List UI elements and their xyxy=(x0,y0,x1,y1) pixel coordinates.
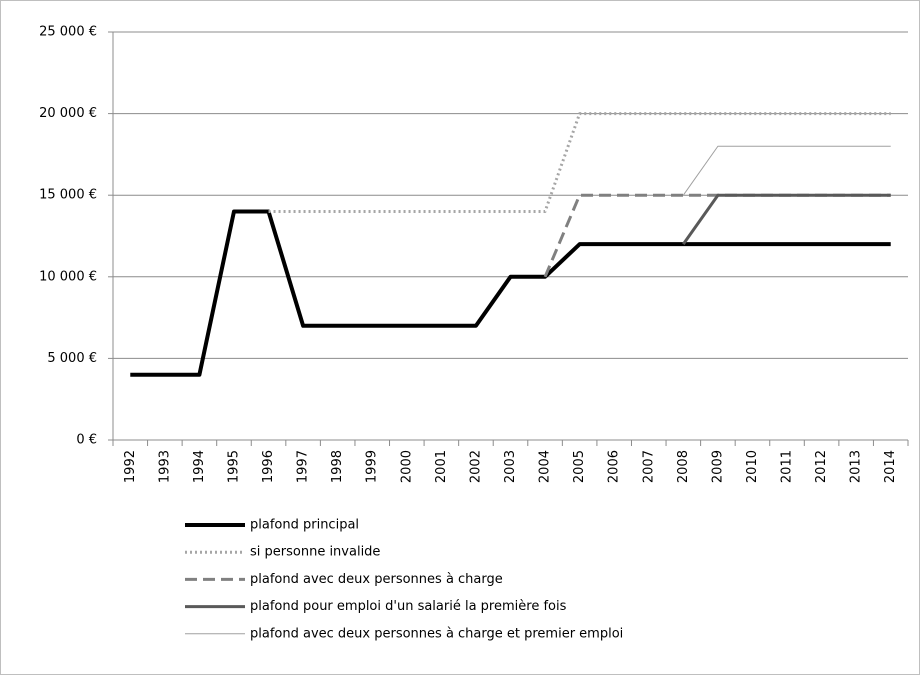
x-tick-label: 2005 xyxy=(572,450,587,483)
x-tick-label: 1998 xyxy=(330,450,345,483)
legend-label: plafond avec deux personnes à charge et … xyxy=(250,626,623,641)
y-tick-label: 15 000 € xyxy=(39,188,97,203)
y-tick-label: 10 000 € xyxy=(39,269,97,284)
y-tick-label: 5 000 € xyxy=(47,351,97,366)
y-tick-label: 20 000 € xyxy=(39,106,97,121)
x-tick-label: 2001 xyxy=(434,450,449,483)
x-tick-label: 1999 xyxy=(365,450,380,483)
x-tick-label: 1992 xyxy=(123,450,138,483)
x-tick-label: 2014 xyxy=(883,450,898,483)
x-tick-label: 1997 xyxy=(296,450,311,483)
x-tick-label: 2008 xyxy=(676,450,691,483)
y-tick-label: 0 € xyxy=(76,433,97,448)
x-tick-label: 1996 xyxy=(261,450,276,483)
legend-label: plafond avec deux personnes à charge xyxy=(250,572,503,587)
x-tick-label: 2013 xyxy=(849,450,864,483)
legend-label: plafond pour emploi d'un salarié la prem… xyxy=(250,599,567,614)
series-line xyxy=(268,112,891,214)
series-line xyxy=(682,145,891,196)
x-tick-label: 1993 xyxy=(157,450,172,483)
x-tick-label: 2009 xyxy=(710,450,725,483)
x-tick-label: 2011 xyxy=(780,450,795,483)
y-tick-label: 25 000 € xyxy=(39,25,97,40)
series-line xyxy=(682,193,891,246)
legend-label: plafond principal xyxy=(250,518,359,533)
x-tick-label: 1995 xyxy=(226,450,241,483)
x-tick-label: 2000 xyxy=(399,450,414,483)
x-tick-label: 2006 xyxy=(607,450,622,483)
x-tick-label: 2010 xyxy=(745,450,760,483)
legend-label: si personne invalide xyxy=(250,545,380,560)
x-tick-label: 2002 xyxy=(468,450,483,483)
x-tick-label: 2007 xyxy=(641,450,656,483)
x-tick-label: 1994 xyxy=(192,450,207,483)
series-line xyxy=(130,209,891,377)
x-tick-label: 2012 xyxy=(814,450,829,483)
x-tick-label: 2003 xyxy=(503,450,518,483)
x-tick-label: 2004 xyxy=(538,450,553,483)
